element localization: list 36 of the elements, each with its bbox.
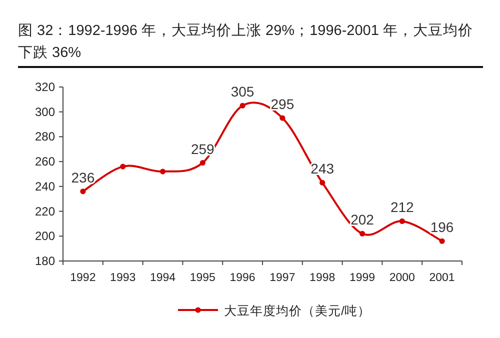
data-label: 295 bbox=[270, 96, 294, 112]
data-label: 196 bbox=[430, 219, 454, 236]
y-tick-label: 180 bbox=[34, 254, 56, 268]
x-tick-label: 2001 bbox=[429, 272, 455, 284]
point bbox=[439, 238, 445, 244]
point bbox=[200, 160, 206, 166]
x-tick-label: 1994 bbox=[150, 272, 176, 284]
y-tick-label: 260 bbox=[34, 154, 56, 169]
x-tick-label: 1997 bbox=[270, 272, 296, 284]
x-tick-label: 1993 bbox=[110, 272, 136, 284]
x-tick-label: 1992 bbox=[70, 272, 96, 284]
data-label: 202 bbox=[350, 212, 374, 228]
x-tick-label: 1996 bbox=[230, 272, 256, 284]
legend-label: 大豆年度均价（美元/吨） bbox=[224, 303, 370, 318]
y-tick-label: 240 bbox=[34, 179, 56, 194]
point bbox=[320, 180, 326, 186]
data-label: 305 bbox=[230, 84, 254, 100]
x-tick-label: 1995 bbox=[190, 272, 216, 284]
y-tick-label: 300 bbox=[34, 104, 56, 119]
y-tick-label: 200 bbox=[34, 229, 56, 244]
point bbox=[80, 188, 86, 194]
y-tick-label: 220 bbox=[34, 204, 56, 218]
point bbox=[280, 115, 286, 121]
x-tick-label: 2000 bbox=[389, 272, 415, 284]
point bbox=[359, 230, 366, 236]
data-label: 212 bbox=[390, 199, 414, 216]
point bbox=[240, 102, 246, 108]
x-tick-label: 1998 bbox=[310, 272, 336, 284]
point bbox=[160, 168, 166, 174]
point bbox=[120, 164, 126, 170]
x-tick-label: 1999 bbox=[349, 272, 376, 284]
data-label: 236 bbox=[71, 169, 95, 186]
point bbox=[399, 218, 405, 224]
y-tick-label: 320 bbox=[34, 80, 56, 94]
y-tick-label: 280 bbox=[34, 130, 56, 144]
chart-title: 图 32：1992-1996 年，大豆均价上涨 29%；1996-2001 年，大豆均价下跌 36% bbox=[18, 20, 483, 68]
